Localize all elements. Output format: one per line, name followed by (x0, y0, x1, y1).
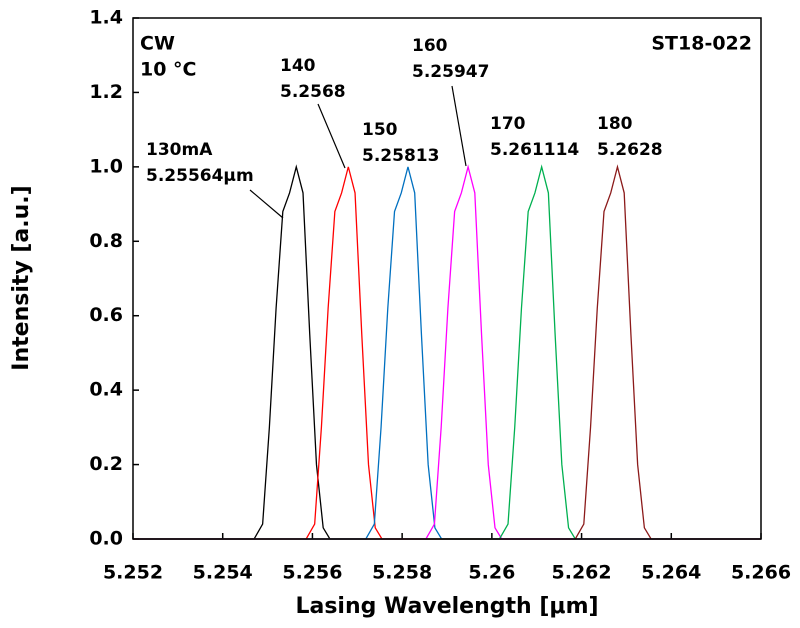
x-axis-label: Lasing Wavelength [μm] (295, 594, 598, 619)
annotation: 5.25813 (362, 146, 439, 166)
annotation: 160 (412, 36, 448, 56)
y-tick-label: 0.2 (89, 453, 123, 475)
x-tick-label: 5.266 (731, 562, 791, 584)
annotation: 5.25947 (412, 62, 489, 82)
x-tick-label: 5.258 (372, 562, 432, 584)
leader-line (317, 103, 346, 169)
x-tick-label: 5.256 (282, 562, 342, 584)
line-series (133, 164, 761, 540)
x-tick-label: 5.26 (468, 562, 515, 584)
annotation: 180 (597, 114, 633, 134)
line-series (133, 166, 761, 540)
y-tick-label: 0.8 (89, 230, 123, 252)
annotation: 150 (362, 120, 398, 140)
leader-line (451, 85, 467, 167)
y-axis-label: Intensity [a.u.] (9, 185, 34, 370)
annotation: 5.261114 (490, 140, 579, 160)
condition-label: 10 °C (140, 59, 197, 81)
y-tick-label: 0.4 (89, 379, 123, 401)
condition-label: CW (140, 33, 175, 55)
leader-line (249, 189, 284, 219)
annotation: 5.25564μm (146, 166, 254, 186)
y-tick-label: 0.6 (89, 304, 123, 326)
plot-frame (132, 17, 762, 540)
line-series (133, 166, 761, 540)
x-tick-label: 5.262 (552, 562, 612, 584)
sample-label: ST18-022 (651, 33, 752, 55)
line-series (133, 164, 761, 540)
annotation: 130mA (146, 140, 213, 160)
y-tick-label: 1.0 (89, 155, 123, 177)
x-tick-label: 5.254 (193, 562, 253, 584)
line-series (133, 164, 761, 540)
y-tick-label: 0.0 (89, 528, 123, 550)
annotation: 140 (280, 56, 316, 76)
y-tick-label: 1.2 (89, 81, 123, 103)
line-series (133, 164, 761, 540)
annotation: 5.2568 (280, 82, 346, 102)
y-tick-label: 1.4 (89, 7, 123, 29)
annotation: 5.2628 (597, 140, 663, 160)
x-tick-label: 5.264 (641, 562, 701, 584)
x-tick-label: 5.252 (103, 562, 163, 584)
annotation: 170 (490, 114, 526, 134)
